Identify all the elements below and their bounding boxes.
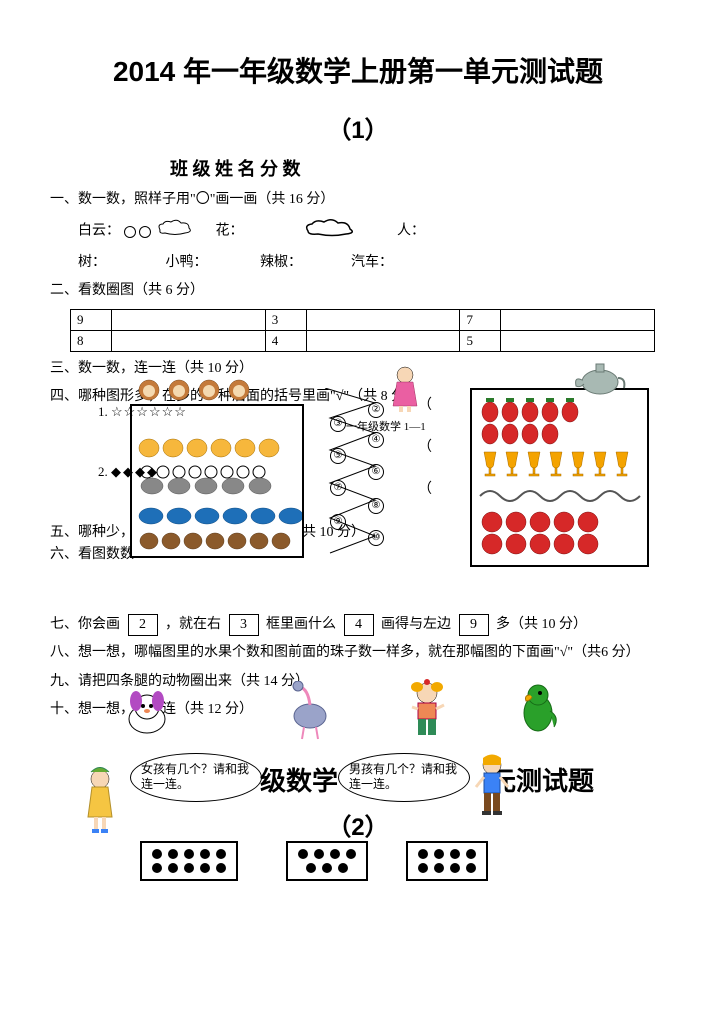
numbox: 9 [459,614,489,636]
circle-icon [124,226,136,238]
circnum: ⑧ [368,498,384,514]
cell [112,309,266,330]
dotbox-2 [286,841,368,881]
subtitle-2: （2） [50,807,666,842]
q1-r2-d: 汽车： [351,255,393,270]
q1-r2-a: 树： [78,255,106,270]
cell: 4 [265,330,306,351]
circnum: ④ [368,432,384,448]
q7-m4: 多（共 10 分） [496,617,587,632]
q7-m1: ，就在右 [165,617,221,632]
numbox: 2 [128,614,158,636]
boy-icon [470,753,514,828]
q2-label: 二、看数圈图（共 6 分） [50,280,666,302]
cell: 9 [71,309,112,330]
dog-icon [120,689,175,744]
title2-frag-a: 级数学 [260,761,338,798]
cell [501,309,655,330]
numbox: 4 [344,614,374,636]
left-clipart-box [130,404,304,558]
q1-r1-a: 白云： [78,224,120,239]
cloud-icon [155,218,195,244]
circnum: ③ [330,416,346,432]
teapot-icon [570,358,630,403]
clown-icon [400,679,455,746]
speech-boy: 男孩有几个？请和我连一连。 [338,753,470,802]
q8-text: 八、想一想，哪幅图里的水果个数和图前面的珠子数一样多，就在那幅图的下面画"√"（… [50,645,640,660]
circle-icon [139,226,151,238]
circnum: ⑨ [330,514,346,530]
parrot-icon [510,681,565,744]
cloud-icon [302,217,362,245]
q8: 八、想一想，哪幅图里的水果个数和图前面的珠子数一样多，就在那幅图的下面画"√"（… [50,642,666,664]
q7-m3: 画得与左边 [381,617,451,632]
ostrich-icon [280,681,335,746]
cell: 3 [265,309,306,330]
q1-r1-d: 人： [397,224,425,239]
star-row: ☆☆☆☆☆☆ [111,404,187,419]
right-clipart-box [470,388,649,567]
dotbox-3 [406,841,488,881]
circnum: ⑦ [330,480,346,496]
q7: 七、你会画 2 ，就在右 3 框里画什么 4 画得与左边 9 多（共 10 分） [50,614,666,637]
girl2-icon [78,767,122,842]
q1-row2: 树： 小鸭： 辣椒： 汽车： [78,252,666,274]
numbox: 3 [229,614,259,636]
circnum: ⑤ [330,448,346,464]
cell: 7 [460,309,501,330]
cell [501,330,655,351]
diamond-row: ◆◆◆◆ [111,464,159,479]
mid-label: 一年级数学 1—1 [346,418,426,434]
q4-item1: 1. [98,404,108,419]
q4-item2: 2. [98,464,108,479]
speech-girl: 女孩有几个？请和我连一连。 [130,753,262,802]
q1-label: 一、数一数，照样子用"〇"画一画（共 16 分） [50,189,666,211]
dotbox-1 [140,841,238,881]
info-line: 班 级 姓 名 分 数 [170,155,666,181]
q2-table: 9 3 7 8 4 5 [70,309,655,352]
cell: 5 [460,330,501,351]
q1-row1: 白云： 花： 人： [78,217,666,245]
cell [112,330,266,351]
subtitle-1: （1） [50,110,666,145]
q6-label: 六、看图数数 [50,544,134,566]
q7-pre: 七、你会画 [50,617,120,632]
q1-r1-b: 花： [216,224,244,239]
cell [306,309,460,330]
circnum: ⑩ [368,530,384,546]
q7-m2: 框里画什么 [266,617,336,632]
cell: 8 [71,330,112,351]
q1-r2-c: 辣椒： [260,255,302,270]
circnum: ② [368,402,384,418]
cell [306,330,460,351]
q1-r2-b: 小鸭： [166,255,208,270]
circnum: ⑥ [368,464,384,480]
page-title: 2014 年一年级数学上册第一单元测试题 [50,50,666,90]
